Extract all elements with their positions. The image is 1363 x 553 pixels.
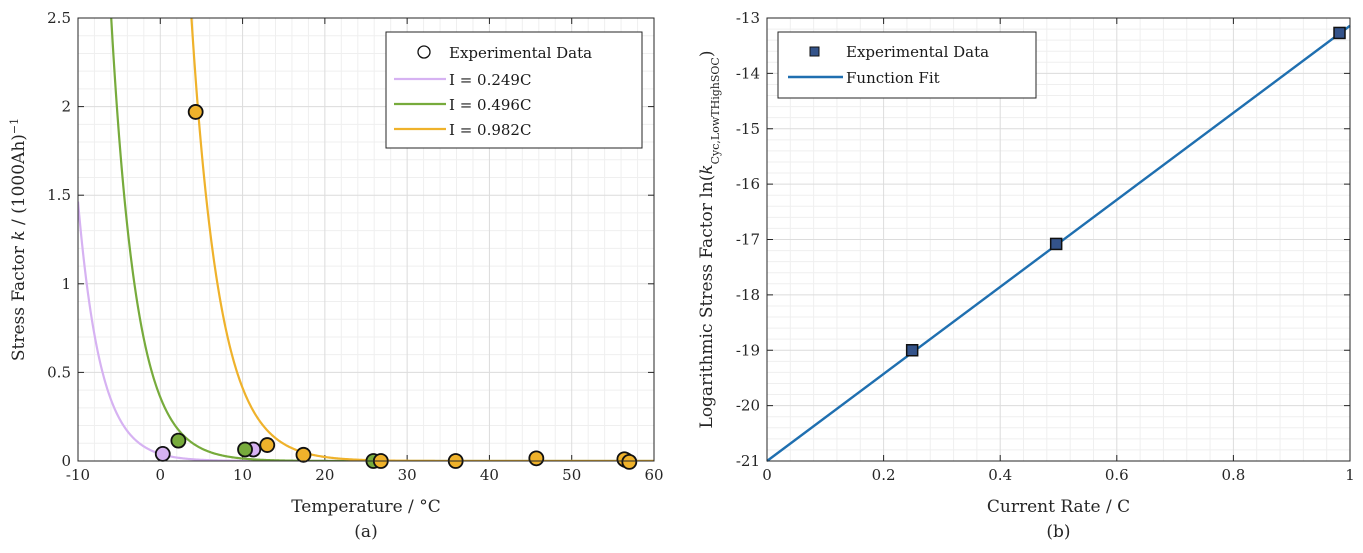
y-tick-label: -18 <box>736 286 760 304</box>
y-tick-label: -19 <box>736 341 760 359</box>
y-tick-label: 0 <box>61 452 71 470</box>
y-axis-label-part: k <box>697 164 717 174</box>
x-tick-label: 0.4 <box>988 466 1012 484</box>
y-axis-label-part: Logarithmic Stress Factor ln( <box>697 175 717 429</box>
y-axis-label-part: Cyc,LowTHighSOC <box>709 57 722 164</box>
panel-b-current-rate-chart: 0 0.2 0.4 0.6 0.8 1 -21 -20 -19 -18 -17 -16 -15 -14 -1… <box>697 9 1355 542</box>
data-point <box>1333 26 1346 40</box>
x-tick-label: 0 <box>762 466 772 484</box>
data-point <box>170 432 187 449</box>
y-tick-label: 1.5 <box>47 186 71 204</box>
y-tick-label: -15 <box>736 120 760 138</box>
panel-caption: (b) <box>1046 522 1070 542</box>
y-tick-label: -21 <box>736 452 760 470</box>
legend-marker-square <box>809 46 820 57</box>
y-tick-label: -14 <box>736 64 760 82</box>
legend-label: Experimental Data <box>846 43 989 61</box>
x-tick-label: 50 <box>562 466 581 484</box>
legend-label: I = 0.249C <box>449 71 531 89</box>
axes-box <box>766 17 1351 462</box>
legend-label: Function Fit <box>846 69 940 87</box>
y-axis-label-part: Stress Factor <box>9 241 29 361</box>
y-tick-label: -20 <box>736 397 760 415</box>
y-tick-label: 2.5 <box>47 9 71 27</box>
x-tick-label: 1 <box>1345 466 1355 484</box>
x-tick-label: 0 <box>156 466 166 484</box>
panel-caption: (a) <box>354 522 377 542</box>
x-tick-label: 60 <box>644 466 663 484</box>
legend-marker-circle <box>417 45 431 59</box>
y-axis-label-part: k <box>9 230 29 240</box>
x-tick-label: 0.8 <box>1221 466 1245 484</box>
y-axis-label-part: ) <box>697 51 717 58</box>
x-tick-label: 0.2 <box>872 466 896 484</box>
legend: Experimental Data I = 0.249C I = 0.496C I =… <box>385 31 643 149</box>
panel-a-temperature-chart: -10 0 10 20 30 40 50 6000.511.522.5Experimental… <box>8 9 664 542</box>
data-point <box>187 104 204 120</box>
data-point <box>154 446 171 462</box>
x-tick-label: 20 <box>315 466 334 484</box>
y-tick-label: -13 <box>736 9 760 27</box>
data-point <box>905 344 919 357</box>
x-axis-label: Temperature / °C <box>291 497 440 517</box>
data-point <box>621 453 638 470</box>
data-points <box>905 26 1346 357</box>
x-tick-label: 40 <box>480 466 499 484</box>
y-axis-label-part: / (1000Ah) <box>9 134 29 230</box>
y-axis-label: Stress Factor k / (1000Ah)−1 <box>8 118 30 361</box>
legend-label: I = 0.982C <box>449 121 531 139</box>
data-point <box>237 441 253 458</box>
data-point <box>259 437 276 453</box>
fit-curve-line <box>78 201 654 461</box>
data-point <box>295 446 312 463</box>
x-tick-label: 10 <box>233 466 252 484</box>
legend: Experimental Data Function Fit <box>777 31 1037 99</box>
legend-label: I = 0.496C <box>449 96 531 114</box>
y-tick-label: -16 <box>736 175 760 193</box>
data-point <box>528 450 545 467</box>
y-tick-label: -17 <box>736 231 760 249</box>
y-tick-label: 1 <box>61 275 71 293</box>
y-tick-label: 0.5 <box>47 363 71 381</box>
legend-label: Experimental Data <box>449 44 592 62</box>
axes-box <box>77 17 655 462</box>
legend-box <box>777 31 1037 99</box>
y-axis-label-part: −1 <box>8 118 21 134</box>
x-tick-label: 0.6 <box>1105 466 1129 484</box>
x-tick-label: -10 <box>66 466 90 484</box>
y-axis-label: Logarithmic Stress Factor ln(kCyc,LowTHi… <box>697 51 722 429</box>
x-axis-label: Current Rate / C <box>987 497 1130 517</box>
data-point <box>1049 237 1063 251</box>
y-tick-label: 2 <box>61 98 71 116</box>
x-tick-label: 30 <box>398 466 417 484</box>
